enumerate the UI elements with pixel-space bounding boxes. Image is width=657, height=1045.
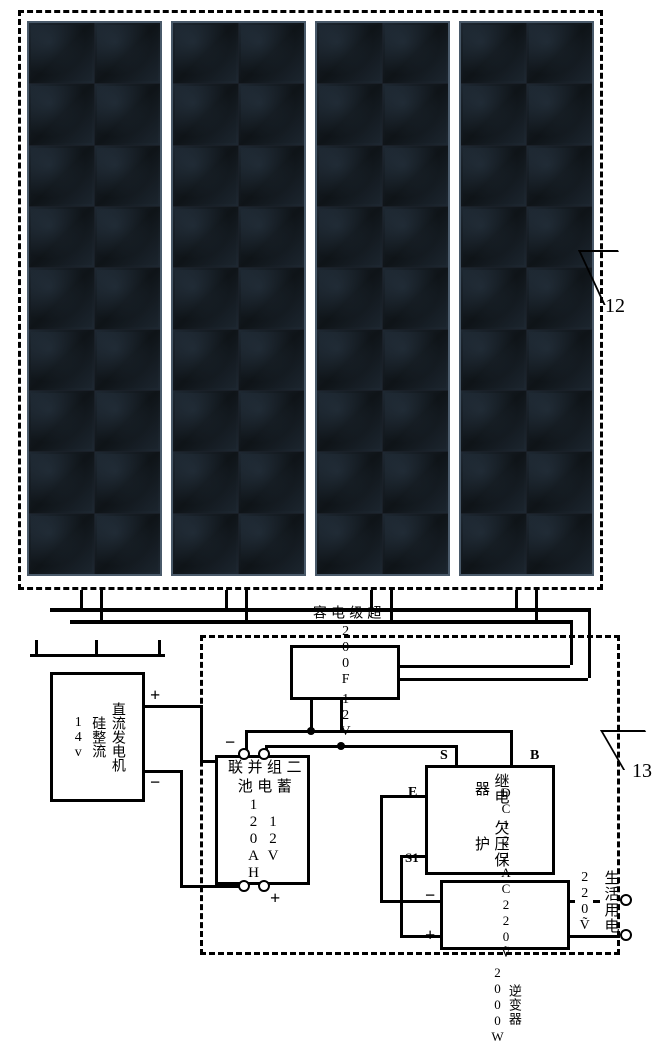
wire (535, 590, 538, 620)
generator-pos-sign: + (150, 685, 160, 706)
solar-panel-array (18, 10, 603, 590)
control-box (200, 635, 620, 955)
output-terminal (620, 894, 632, 906)
generator-voltage: 14v (68, 715, 88, 760)
solar-panel (315, 21, 450, 576)
generator-line1: 硅整流 (88, 716, 108, 758)
generator-block: 直流发电机 硅整流 14v (50, 672, 145, 802)
solar-panel (27, 21, 162, 576)
callout-label-13: 13 (632, 760, 652, 783)
callout-label-12: 12 (605, 295, 625, 318)
generator-neg-sign: − (150, 772, 160, 793)
generator-mount-icon (30, 640, 165, 670)
generator-line2: 直流发电机 (107, 702, 127, 772)
supercap-label: 超级电容 (309, 605, 382, 620)
inverter-line1: 逆变器2000W (488, 965, 522, 1045)
wire (390, 590, 393, 620)
wire (80, 590, 83, 608)
wire (100, 590, 103, 620)
solar-panel (459, 21, 594, 576)
wire (245, 590, 248, 620)
wire (225, 590, 228, 608)
output-terminal (620, 929, 632, 941)
wire (180, 770, 183, 885)
solar-panel (171, 21, 306, 576)
wire (515, 590, 518, 608)
